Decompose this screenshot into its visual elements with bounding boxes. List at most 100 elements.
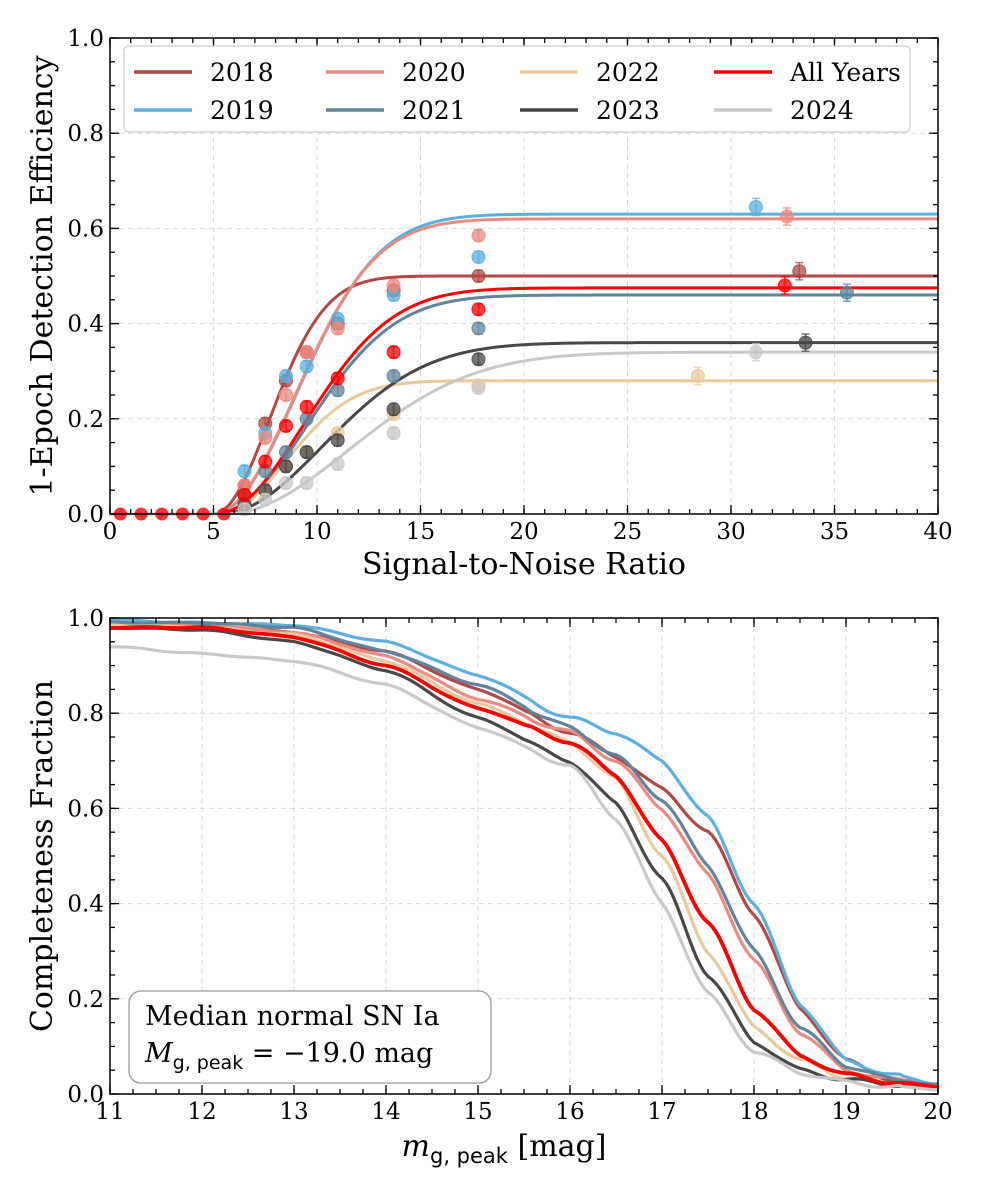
data-point-2023 [330, 433, 345, 448]
x-axis-label: Signal-to-Noise Ratio [362, 547, 686, 582]
bottom-x-tick-label: 13 [279, 1099, 308, 1125]
legend: 2018 2019 2020 2021 2022 2023 All Years 2024 [123, 45, 911, 133]
bottom-x-tick-label: 18 [739, 1099, 768, 1125]
data-point-2020 [386, 278, 401, 293]
top-x-tick-label: 20 [509, 519, 538, 545]
data-point-2021 [839, 285, 854, 300]
data-point-2018 [471, 269, 486, 283]
completeness-line-2021 [109, 620, 939, 1086]
data-point-all-years [386, 345, 401, 360]
bottom-y-tick-label: 0.2 [67, 987, 104, 1013]
legend-label-2019: 2019 [210, 96, 274, 125]
data-point-2022 [690, 368, 705, 383]
bottom-x-tick-label: 12 [187, 1099, 216, 1125]
detection-efficiency-panel: 0 5 10 15 20 25 30 35 400.00.20.40.60.81.0201820… [25, 26, 953, 582]
data-point-2019 [299, 359, 314, 374]
data-point-2020 [330, 321, 345, 336]
data-point-all-years [237, 487, 252, 502]
completeness-line-2020 [109, 620, 939, 1087]
top-x-tick-label: 10 [302, 519, 331, 545]
bottom-y-tick-label: 0.4 [67, 892, 104, 918]
completeness-line-2022 [109, 623, 939, 1089]
data-point-2024 [278, 476, 293, 491]
legend-label-2022: 2022 [596, 58, 660, 87]
top-y-tick-label: 0.0 [67, 502, 104, 528]
data-point-2020 [258, 430, 273, 445]
data-point-all-years [258, 454, 273, 469]
data-point-2021 [299, 411, 314, 426]
top-x-tick-label: 15 [406, 519, 435, 545]
data-point-2019 [748, 199, 763, 214]
completeness-panel: 11 12 13 14 15 16 17 18 19 20 0.0 0.2 0.4 0.6 0.8 1.0 Me… [25, 606, 953, 1168]
top-x-tick-label: 5 [206, 519, 221, 545]
annotation-line-2: Mg, peak = −19.0 mag [144, 1038, 433, 1074]
data-point-2024 [471, 380, 486, 395]
data-point-2020 [779, 209, 794, 224]
bottom-x-tick-label: 17 [647, 1099, 676, 1125]
data-point-2023 [386, 402, 401, 417]
completeness-line-all-years [109, 625, 939, 1090]
x-axis-label: mg, peak [mag] [402, 1129, 607, 1168]
bottom-y-tick-label: 1.0 [67, 606, 104, 632]
legend-label-2018: 2018 [210, 58, 274, 87]
data-point-all-years [299, 399, 314, 414]
data-point-2024 [299, 476, 314, 491]
data-point-2020 [278, 388, 293, 402]
top-x-tick-label: 40 [923, 519, 952, 545]
data-point-2024 [748, 345, 763, 360]
top-y-tick-label: 0.6 [67, 216, 104, 242]
y-axis-label: 1-Epoch Detection Efficiency [25, 55, 60, 496]
data-point-2021 [330, 383, 345, 398]
bottom-x-tick-label: 15 [463, 1099, 492, 1125]
legend-box [123, 45, 911, 133]
data-point-2018 [792, 264, 807, 279]
bottom-y-tick-label: 0.8 [67, 701, 104, 727]
data-point-2021 [386, 368, 401, 383]
data-point-2019 [278, 368, 293, 383]
bottom-x-tick-label: 20 [923, 1099, 952, 1125]
completeness-line-2019 [109, 618, 939, 1087]
data-point-2023 [278, 459, 293, 474]
top-y-tick-label: 0.2 [67, 407, 104, 433]
annotation: Median normal SN Ia Mg, peak = −19.0 mag [128, 990, 492, 1084]
bottom-x-tick-label: 19 [831, 1099, 860, 1125]
data-point-2021 [471, 321, 486, 336]
data-point-2021 [278, 445, 293, 460]
legend-label-2021: 2021 [402, 96, 466, 125]
top-y-tick-label: 0.4 [67, 312, 104, 338]
legend-label-all-years: All Years [789, 58, 901, 87]
data-point-2024 [330, 457, 345, 472]
data-point-2019 [471, 249, 486, 264]
data-point-all-years [330, 371, 345, 386]
data-point-2024 [386, 426, 401, 441]
top-y-tick-label: 0.8 [67, 121, 104, 147]
bottom-y-tick-label: 0.0 [67, 1082, 104, 1108]
data-point-2020 [471, 228, 486, 243]
bottom-y-tick-label: 0.6 [67, 796, 104, 822]
legend-label-2023: 2023 [596, 96, 660, 125]
data-point-2019 [237, 464, 252, 479]
data-point-2020 [299, 345, 314, 360]
data-point-2023 [798, 335, 813, 350]
data-point-all-years [278, 418, 293, 433]
top-x-tick-label: 0 [103, 519, 118, 545]
top-x-tick-label: 30 [716, 519, 745, 545]
top-x-tick-label: 25 [613, 519, 642, 545]
bottom-x-tick-label: 14 [371, 1099, 400, 1125]
data-point-all-years [777, 278, 792, 293]
top-x-tick-label: 35 [820, 519, 849, 545]
annotation-line-1: Median normal SN Ia [145, 1001, 440, 1032]
top-y-tick-label: 1.0 [67, 26, 104, 52]
data-point-2024 [258, 492, 273, 507]
annotation-box [128, 990, 492, 1084]
bottom-x-tick-label: 16 [555, 1099, 584, 1125]
legend-label-2020: 2020 [402, 58, 466, 87]
y-axis-label: Completeness Fraction [25, 680, 60, 1032]
data-point-2024 [237, 502, 252, 517]
completeness-line-2024 [109, 645, 939, 1092]
data-point-2023 [299, 445, 314, 460]
legend-label-2024: 2024 [790, 96, 854, 125]
data-point-all-years [471, 302, 486, 317]
data-point-2023 [471, 352, 486, 367]
